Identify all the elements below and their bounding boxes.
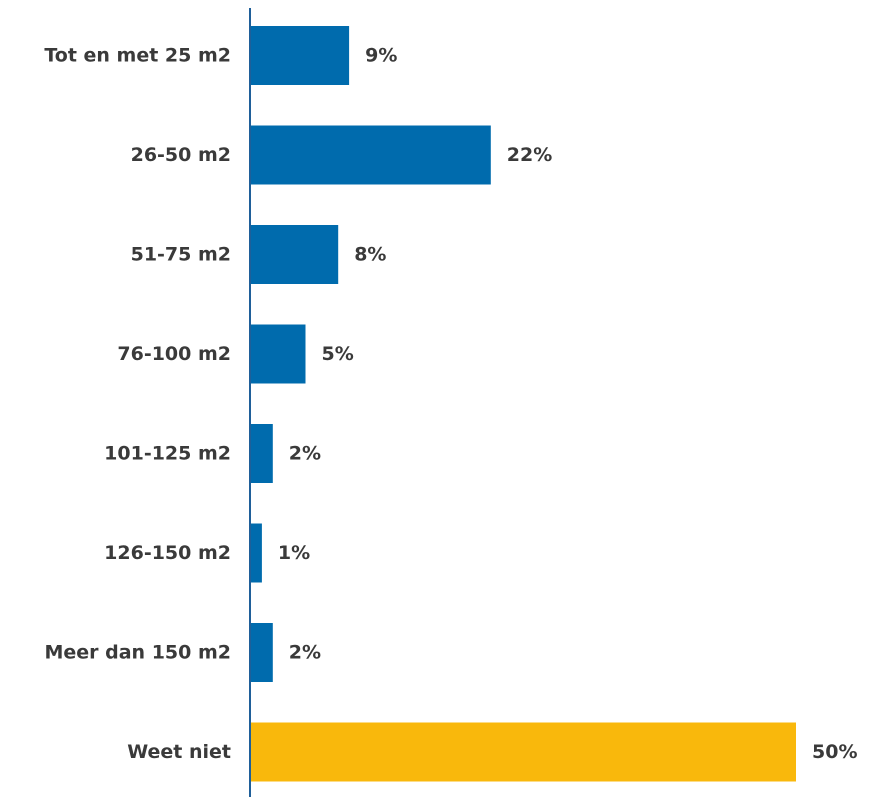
bar-3 <box>251 324 306 384</box>
value-label-6: 2% <box>289 642 321 664</box>
category-label-2: 51-75 m2 <box>131 244 231 266</box>
bar-4 <box>251 424 273 483</box>
bar-5 <box>251 523 262 583</box>
category-label-5: 126-150 m2 <box>104 542 231 564</box>
bar-2 <box>251 225 339 284</box>
value-label-5: 1% <box>278 542 310 564</box>
bar-0 <box>251 26 350 85</box>
category-labels-group: Tot en met 25 m2 26-50 m2 51-75 m2 76-100 m… <box>44 45 231 764</box>
category-label-3: 76-100 m2 <box>117 343 231 365</box>
value-label-0: 9% <box>365 45 397 67</box>
value-label-3: 5% <box>322 343 354 365</box>
value-labels-group: 9% 22% 8% 5% 2% 1% 2% 50% <box>278 45 858 764</box>
bar-6 <box>251 623 273 682</box>
value-label-2: 8% <box>354 244 386 266</box>
value-label-7: 50% <box>812 741 857 763</box>
bars-group <box>251 26 796 782</box>
value-label-1: 22% <box>507 144 552 166</box>
category-label-1: 26-50 m2 <box>131 144 231 166</box>
category-label-6: Meer dan 150 m2 <box>44 642 231 664</box>
category-label-4: 101-125 m2 <box>104 443 231 465</box>
bar-7 <box>251 722 796 782</box>
category-label-7: Weet niet <box>127 741 231 763</box>
bar-1 <box>251 125 491 185</box>
category-label-0: Tot en met 25 m2 <box>44 45 231 67</box>
value-label-4: 2% <box>289 443 321 465</box>
